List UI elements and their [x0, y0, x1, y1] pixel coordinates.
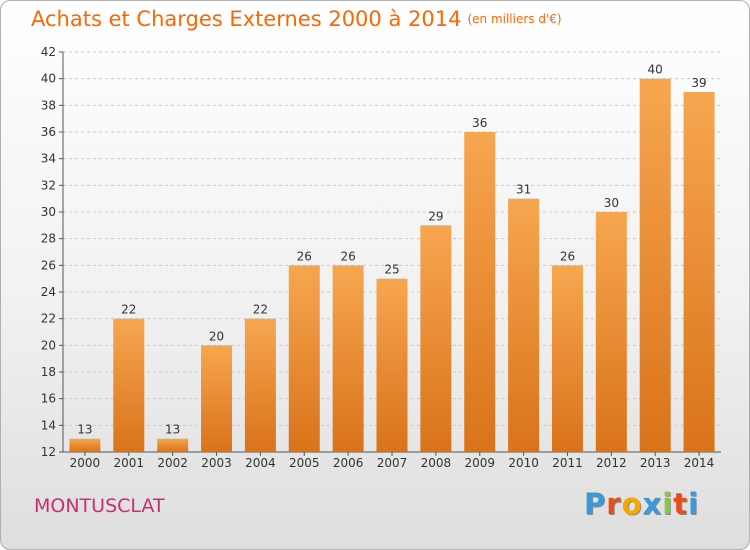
data-label: 36 [472, 116, 487, 130]
bar [595, 212, 627, 452]
y-tick-label: 38 [41, 98, 56, 112]
logo-letter: r [606, 487, 622, 521]
y-tick-label: 24 [41, 285, 56, 299]
y-tick-label: 14 [41, 418, 56, 432]
bar [464, 132, 496, 452]
bar [376, 278, 408, 452]
y-tick-label: 28 [41, 232, 56, 246]
chart-title-text: Achats et Charges Externes 2000 à 2014 [31, 7, 462, 31]
data-label: 22 [253, 303, 268, 317]
bar [639, 78, 671, 453]
bar [683, 92, 715, 452]
bar [288, 265, 320, 452]
chart-unit: (en milliers d'€) [467, 12, 562, 26]
x-tick-label: 2007 [377, 456, 408, 470]
data-label: 26 [297, 249, 312, 263]
logo-letter: t [673, 487, 689, 521]
x-tick-label: 2014 [684, 456, 715, 470]
data-label: 26 [340, 249, 355, 263]
x-tick-label: 2008 [421, 456, 452, 470]
data-label: 25 [384, 263, 399, 277]
bar [508, 198, 540, 452]
x-tick-label: 2003 [201, 456, 232, 470]
y-tick-label: 34 [41, 152, 56, 166]
logo-letter: i [662, 487, 674, 521]
data-label: 30 [604, 196, 619, 210]
logo-letter: x [642, 487, 663, 521]
y-tick-label: 18 [41, 365, 56, 379]
x-tick-label: 2013 [640, 456, 671, 470]
x-tick-label: 2005 [289, 456, 320, 470]
logo-letter: o [621, 487, 643, 521]
bar [157, 438, 189, 452]
bars [69, 78, 715, 453]
x-tick-label: 2006 [333, 456, 364, 470]
y-tick-label: 32 [41, 178, 56, 192]
bar [332, 265, 364, 452]
x-tick-label: 2000 [70, 456, 101, 470]
data-label: 29 [428, 209, 443, 223]
chart-title: Achats et Charges Externes 2000 à 2014 (e… [31, 7, 562, 31]
data-label: 20 [209, 329, 224, 343]
proxiti-logo: Proxiti [584, 487, 699, 521]
x-tick-label: 2001 [114, 456, 145, 470]
y-tick-label: 40 [41, 72, 56, 86]
y-tick-label: 30 [41, 205, 56, 219]
x-tick-label: 2011 [552, 456, 583, 470]
logo-letter: P [584, 487, 607, 521]
y-tick-label: 36 [41, 125, 56, 139]
place-name: MONTUSCLAT [34, 495, 165, 517]
data-label: 13 [165, 423, 180, 437]
bar [551, 265, 583, 452]
data-label: 39 [691, 76, 706, 90]
data-label: 40 [648, 63, 663, 77]
y-tick-label: 26 [41, 258, 56, 272]
bar [244, 318, 276, 452]
bar [201, 345, 233, 452]
bar [69, 438, 101, 452]
data-label: 22 [121, 303, 136, 317]
bar [113, 318, 145, 452]
data-labels: 13 22 13 20 22 26 26 25 29 36 31 26 30 40 39 [77, 63, 706, 437]
y-tick-label: 42 [41, 45, 56, 59]
data-label: 13 [77, 423, 92, 437]
x-tick-label: 2012 [596, 456, 627, 470]
bar [420, 225, 452, 452]
x-tick-label: 2002 [157, 456, 188, 470]
data-label: 31 [516, 183, 531, 197]
x-tick-label: 2010 [508, 456, 539, 470]
x-tick-label: 2009 [464, 456, 495, 470]
logo-letter: i [688, 487, 700, 521]
y-tick-label: 12 [41, 445, 56, 459]
x-tick-label: 2004 [245, 456, 276, 470]
data-label: 26 [560, 249, 575, 263]
y-tick-label: 22 [41, 312, 56, 326]
y-tick-label: 20 [41, 338, 56, 352]
y-tick-label: 16 [41, 392, 56, 406]
